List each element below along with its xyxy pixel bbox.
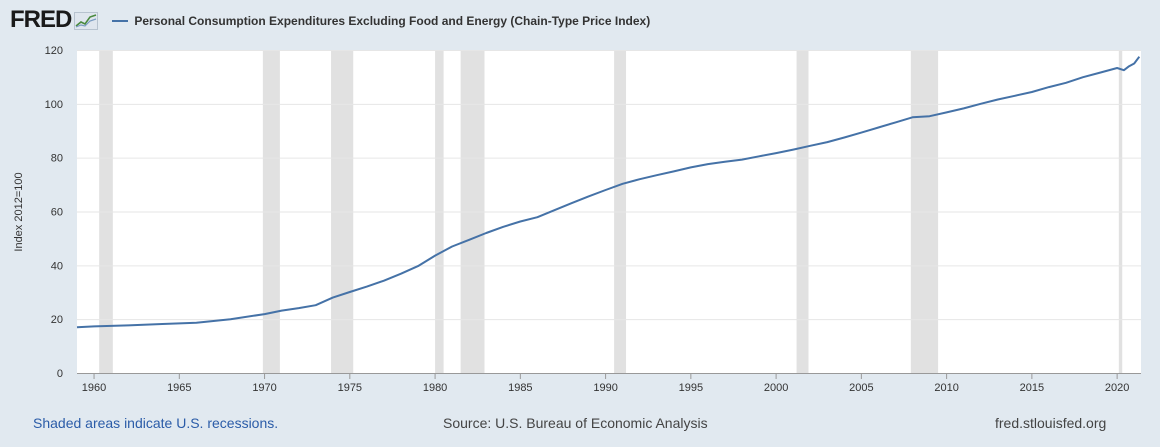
x-tick-label: 1975: [338, 382, 362, 394]
x-tick-label: 1970: [252, 382, 276, 394]
x-tick-label: 1960: [82, 382, 106, 394]
legend-label: Personal Consumption Expenditures Exclud…: [134, 14, 651, 28]
fred-url[interactable]: fred.stlouisfed.org: [995, 415, 1107, 431]
gridlines: [77, 50, 1141, 321]
y-tick-label: 80: [51, 153, 63, 165]
x-tick-label: 1990: [593, 382, 617, 394]
series-line-pce-core[interactable]: [76, 56, 1141, 329]
y-tick-label: 40: [51, 260, 63, 272]
y-tick-label: 60: [51, 207, 63, 219]
chart-legend[interactable]: Personal Consumption Expenditures Exclud…: [112, 14, 650, 28]
y-axis-title: Index 2012=100: [13, 172, 25, 251]
x-tick-label: 1980: [423, 382, 447, 394]
legend-swatch: [112, 20, 129, 22]
chart-header: FRED Personal Consumption Expenditures E…: [10, 6, 650, 34]
x-tick-label: 2015: [1020, 382, 1044, 394]
fred-logo[interactable]: FRED: [10, 6, 72, 33]
recession-note: Shaded areas indicate U.S. recessions.: [33, 415, 279, 431]
y-tick-label: 20: [51, 314, 63, 326]
x-tick-label: 1965: [167, 382, 191, 394]
y-tick-label: 0: [57, 368, 63, 380]
x-tick-label: 2000: [764, 382, 788, 394]
x-tick-label: 1995: [679, 382, 703, 394]
x-tick-label: 2010: [934, 382, 958, 394]
y-tick-label: 120: [45, 45, 63, 57]
x-tick-label: 2020: [1105, 382, 1129, 394]
y-tick-label: 100: [45, 99, 63, 111]
x-tick-label: 1985: [508, 382, 532, 394]
chart-line-icon: [74, 12, 99, 30]
source-note: Source: U.S. Bureau of Economic Analysis: [443, 415, 708, 431]
x-axis-ticks: 1960 1965 1970 1975 1980 1985 1990 1995 2000 2005…: [82, 373, 1129, 394]
x-tick-label: 2005: [849, 382, 873, 394]
y-axis-ticks: 0 20 40 60 80 100 120: [45, 45, 63, 380]
